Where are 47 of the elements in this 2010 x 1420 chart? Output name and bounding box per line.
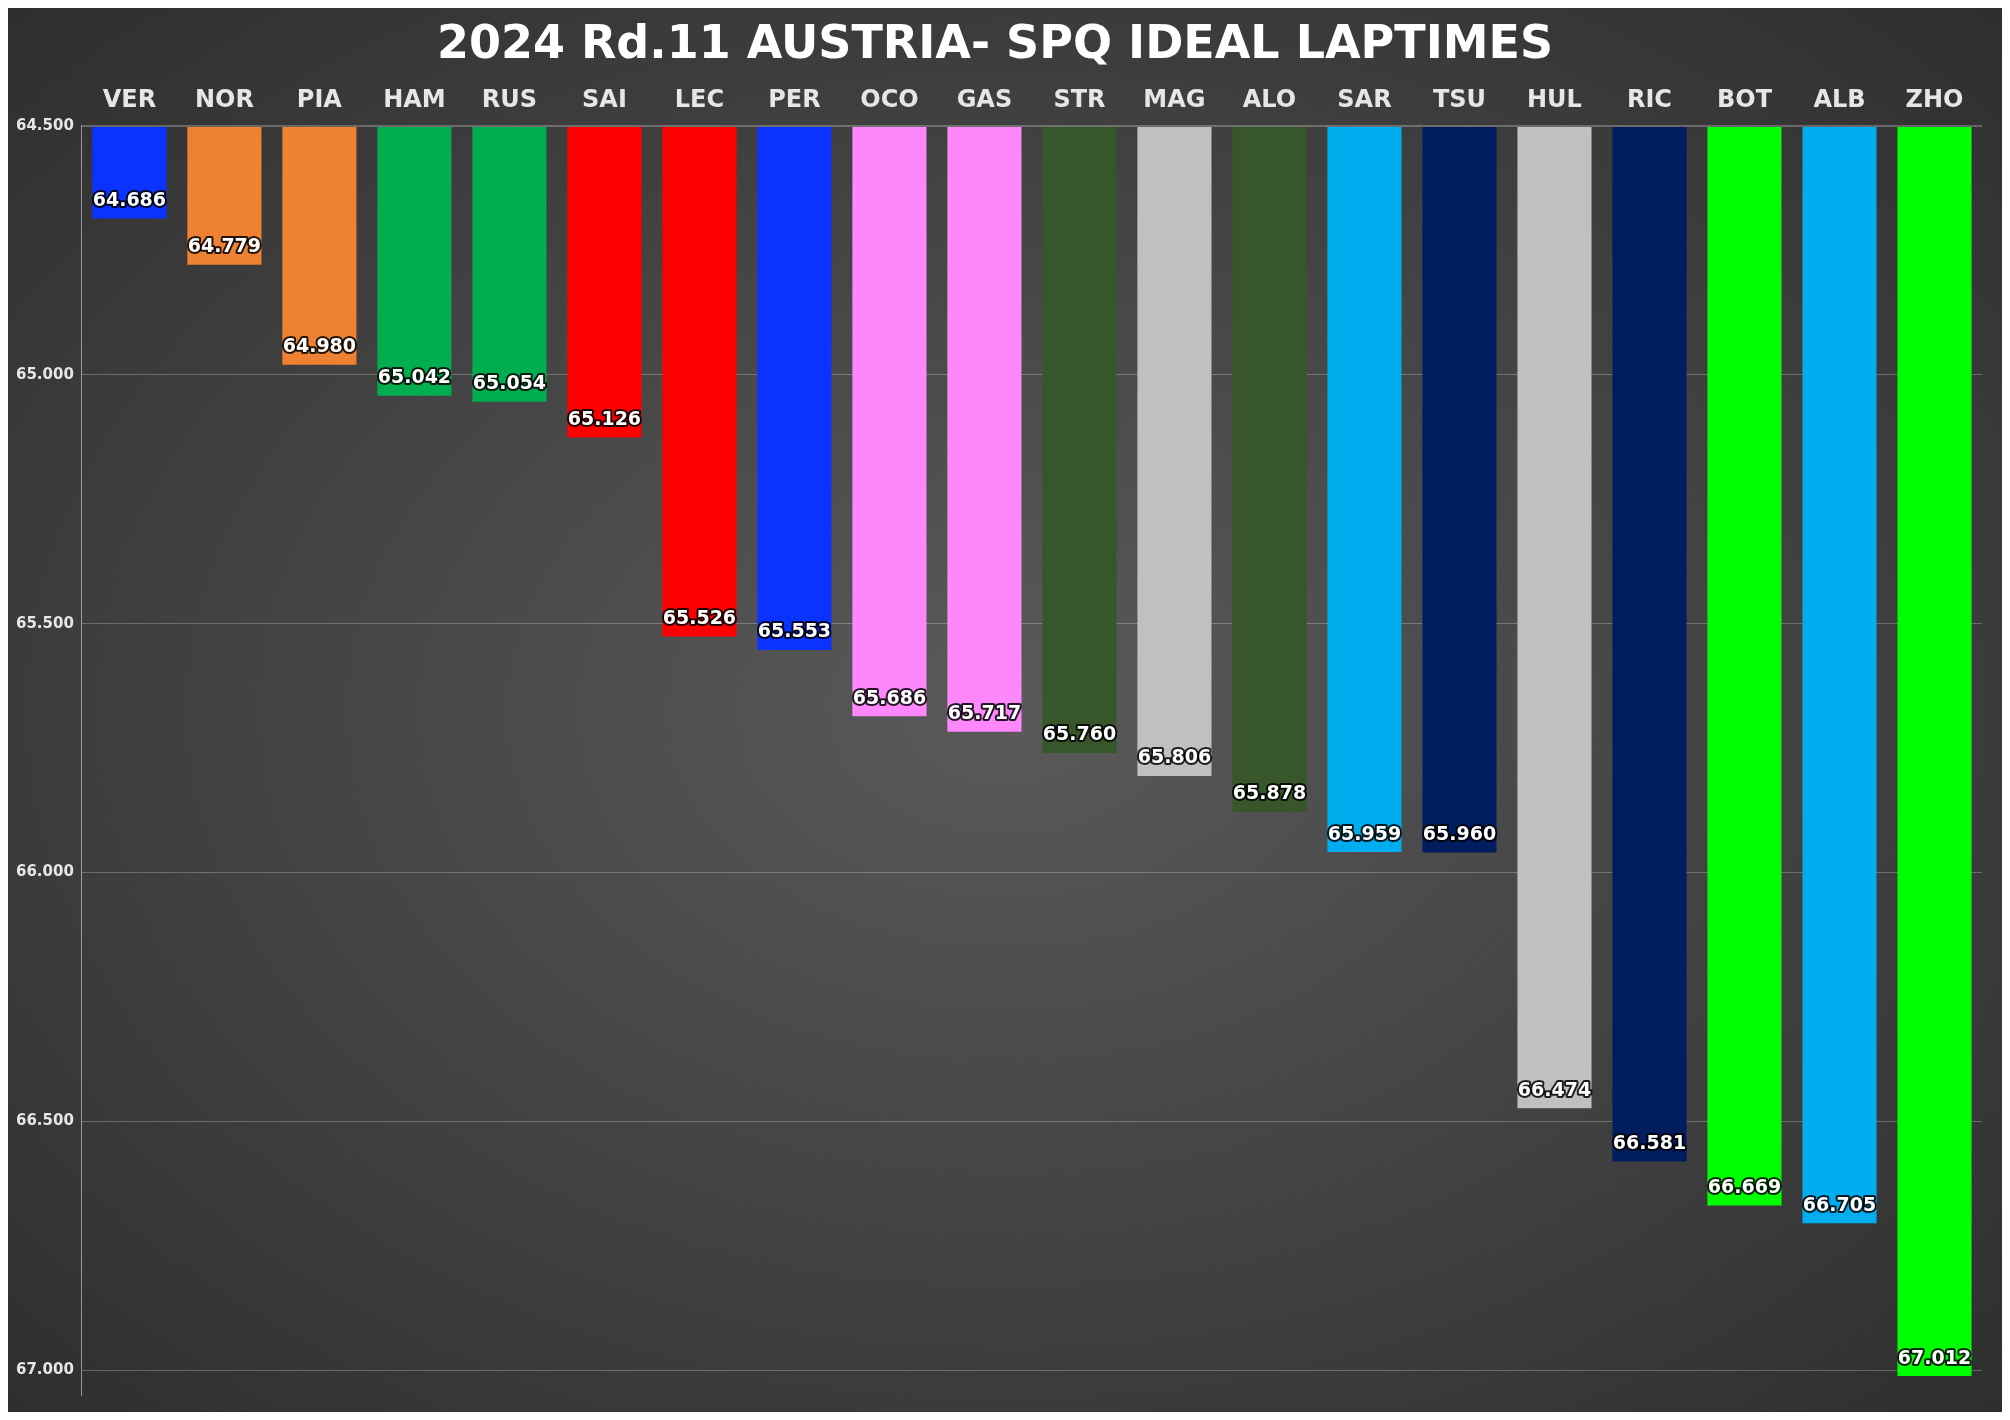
- y-tick-label: 65.000: [15, 364, 74, 383]
- x-tick-label: VER: [102, 84, 157, 113]
- x-tick-label: GAS: [956, 84, 1013, 113]
- data-label: 65.686: [852, 685, 927, 708]
- x-tick-label: ZHO: [1905, 84, 1964, 113]
- data-label: 65.960: [1422, 822, 1497, 844]
- data-label: 65.553: [757, 619, 832, 642]
- data-label: 67.012: [1897, 1345, 1972, 1368]
- data-label: 65.717: [947, 701, 1022, 724]
- data-label: 65.959: [1327, 821, 1402, 844]
- y-tick-label: 65.500: [15, 613, 74, 632]
- x-tick-label: MAG: [1143, 84, 1206, 113]
- x-tick-label: SAI: [582, 84, 627, 113]
- data-label: 65.806: [1137, 745, 1212, 768]
- x-tick-label: NOR: [194, 84, 254, 113]
- y-tick-label: 67.000: [15, 1360, 74, 1379]
- data-label: 65.760: [1042, 722, 1117, 745]
- data-label: 65.054: [472, 371, 547, 394]
- x-tick-label: RIC: [1626, 84, 1672, 113]
- x-tick-label: TSU: [1432, 84, 1487, 113]
- y-tick-label: 66.500: [15, 1111, 74, 1130]
- x-tick-label: ALB: [1813, 84, 1866, 113]
- data-label: 65.126: [567, 406, 642, 429]
- data-label: 64.980: [282, 334, 357, 357]
- x-tick-label: RUS: [481, 84, 538, 113]
- chart-title: 2024 Rd.11 AUSTRIA- SPQ IDEAL LAPTIMES: [436, 14, 1554, 69]
- data-label: 65.042: [377, 365, 452, 388]
- data-label: 66.705: [1802, 1192, 1877, 1215]
- data-label: 66.474: [1517, 1077, 1592, 1100]
- data-label: 65.526: [662, 606, 737, 629]
- x-tick-label: HAM: [383, 84, 446, 113]
- x-tick-label: STR: [1053, 84, 1106, 113]
- x-tick-label: OCO: [860, 84, 919, 113]
- x-tick-label: LEC: [674, 84, 725, 113]
- y-tick-label: 66.000: [15, 862, 74, 881]
- x-tick-label: BOT: [1716, 84, 1773, 113]
- data-label: 64.686: [92, 188, 167, 210]
- x-tick-label: PER: [768, 84, 821, 113]
- x-tick-label: SAR: [1337, 84, 1392, 113]
- data-label: 66.581: [1612, 1131, 1687, 1154]
- data-label: 66.669: [1707, 1174, 1782, 1197]
- data-label: 64.779: [187, 234, 262, 257]
- data-label: 65.878: [1232, 781, 1307, 804]
- x-tick-label: PIA: [296, 84, 343, 113]
- y-tick-label: 64.500: [15, 115, 74, 134]
- x-tick-label: ALO: [1242, 84, 1297, 113]
- x-tick-label: HUL: [1527, 84, 1582, 113]
